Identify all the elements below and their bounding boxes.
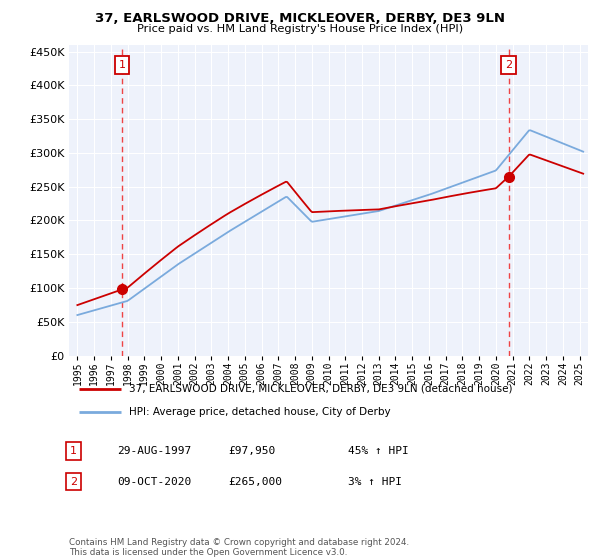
Text: Contains HM Land Registry data © Crown copyright and database right 2024.
This d: Contains HM Land Registry data © Crown c… <box>69 538 409 557</box>
Text: 1: 1 <box>118 60 125 70</box>
Text: Price paid vs. HM Land Registry's House Price Index (HPI): Price paid vs. HM Land Registry's House … <box>137 24 463 34</box>
Text: 37, EARLSWOOD DRIVE, MICKLEOVER, DERBY, DE3 9LN (detached house): 37, EARLSWOOD DRIVE, MICKLEOVER, DERBY, … <box>128 384 512 394</box>
Text: 2: 2 <box>505 60 512 70</box>
Text: 3% ↑ HPI: 3% ↑ HPI <box>348 477 402 487</box>
Text: 29-AUG-1997: 29-AUG-1997 <box>117 446 191 456</box>
Text: 45% ↑ HPI: 45% ↑ HPI <box>348 446 409 456</box>
Text: £265,000: £265,000 <box>228 477 282 487</box>
Text: 1: 1 <box>70 446 77 456</box>
Text: 37, EARLSWOOD DRIVE, MICKLEOVER, DERBY, DE3 9LN: 37, EARLSWOOD DRIVE, MICKLEOVER, DERBY, … <box>95 12 505 25</box>
Text: 2: 2 <box>70 477 77 487</box>
Text: £97,950: £97,950 <box>228 446 275 456</box>
Text: 09-OCT-2020: 09-OCT-2020 <box>117 477 191 487</box>
Text: HPI: Average price, detached house, City of Derby: HPI: Average price, detached house, City… <box>128 407 391 417</box>
